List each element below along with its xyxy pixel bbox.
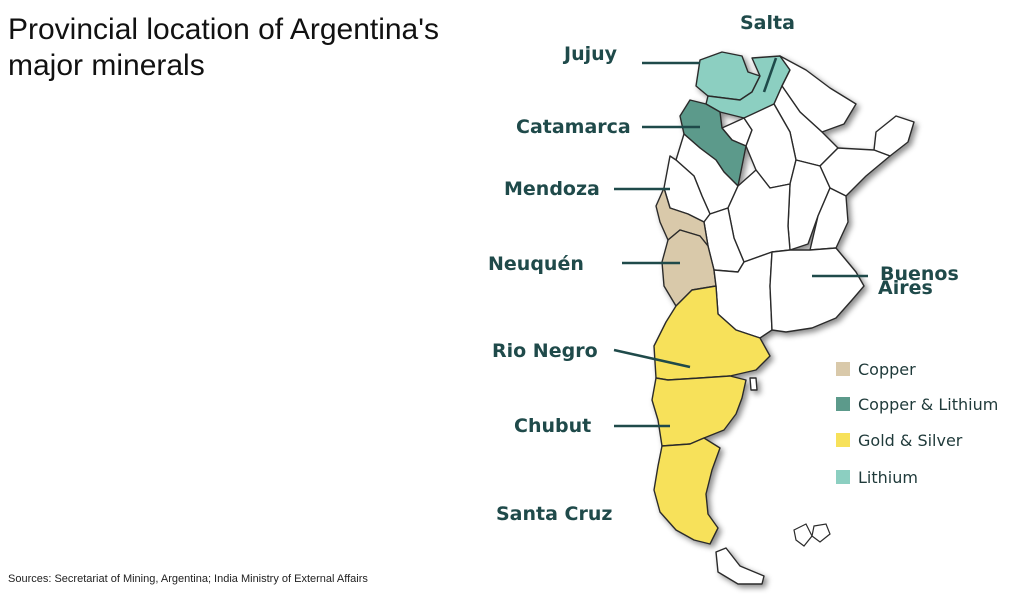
legend-swatch-lithium	[836, 470, 850, 484]
legend-label-lithium: Lithium	[858, 468, 918, 487]
label-neuquen: Neuquén	[488, 253, 584, 275]
falkland-islands	[793, 523, 831, 547]
province-chubut[interactable]	[651, 375, 747, 447]
leader-lines	[613, 57, 868, 428]
label-chubut: Chubut	[514, 415, 591, 437]
legend: Copper Copper & Lithium Gold & Silver Li…	[836, 360, 998, 487]
label-salta: Salta	[740, 12, 795, 34]
source-note: Sources: Secretariat of Mining, Argentin…	[8, 573, 368, 585]
label-buenos-aires-line1: Buenos	[880, 263, 959, 285]
province-buenos-aires[interactable]	[769, 247, 865, 333]
label-santa-cruz: Santa Cruz	[496, 503, 612, 525]
province-santa-cruz[interactable]	[653, 437, 721, 545]
legend-swatch-copper	[836, 362, 850, 376]
legend-label-copper: Copper	[858, 360, 916, 379]
map-title: Provincial location of Argentina's major…	[8, 13, 439, 82]
province-labels: Salta Jujuy Catamarca Mendoza Neuquén Bu…	[488, 12, 959, 525]
legend-label-copper-lithium: Copper & Lithium	[858, 395, 998, 414]
label-catamarca: Catamarca	[516, 116, 631, 138]
legend-swatch-gold-silver	[836, 433, 850, 447]
label-mendoza: Mendoza	[504, 178, 600, 200]
province-shapes	[651, 51, 915, 585]
label-jujuy: Jujuy	[562, 43, 618, 65]
label-rio-negro: Rio Negro	[492, 340, 598, 362]
legend-label-gold-silver: Gold & Silver	[858, 431, 963, 450]
province-rio-negro[interactable]	[653, 285, 771, 381]
label-buenos-aires-line2: Aires	[878, 277, 933, 299]
legend-swatch-copper-lithium	[836, 397, 850, 411]
